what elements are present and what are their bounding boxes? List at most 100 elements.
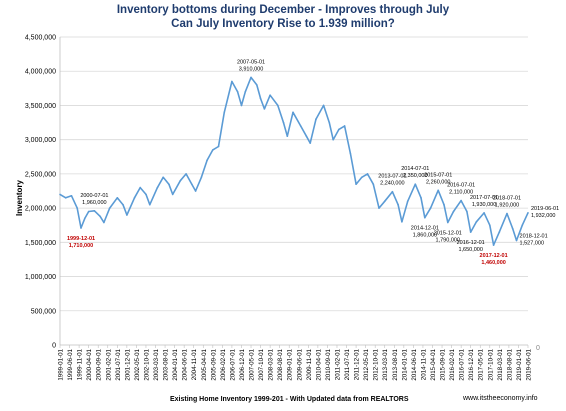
y-tick-label: 3,000,000 [25, 137, 56, 144]
annotation-date: 2016-07-01 [447, 183, 475, 189]
annotation-date: 2014-12-01 [411, 226, 439, 232]
x-tick-label: 2006-07-01 [229, 348, 236, 380]
data-point [498, 231, 501, 233]
data-point [349, 152, 352, 155]
x-tick-label: 2001-02-01 [105, 348, 112, 380]
data-point [87, 210, 90, 213]
data-point [343, 125, 346, 127]
annotation-date: 2017-12-01 [480, 253, 508, 259]
data-point [429, 207, 432, 209]
data-point [437, 189, 440, 192]
x-tick-label: 2008-03-01 [268, 348, 275, 380]
x-tick-label: 2019-06-01 [526, 348, 533, 380]
x-tick-label: 2018-03-01 [497, 348, 504, 380]
annotation-value: 2,260,000 [426, 179, 450, 185]
x-tick-label: 2014-06-01 [411, 348, 418, 380]
axes [59, 37, 528, 346]
annotation-value: 2,350,000 [403, 173, 427, 179]
y-tick-label: 1,500,000 [25, 240, 56, 247]
data-point [355, 183, 357, 185]
data-point [126, 214, 128, 216]
annotation-value: 1,527,000 [520, 240, 544, 246]
data-point [475, 221, 478, 223]
data-point [76, 207, 78, 209]
annotation-value: 2,110,000 [449, 190, 473, 196]
x-tick-label: 2008-08-01 [277, 348, 284, 380]
x-tick-label: 1999-01-01 [58, 348, 65, 380]
data-point [116, 197, 119, 199]
data-point [414, 183, 417, 185]
x-tick-label: 2004-06-01 [182, 348, 189, 380]
data-point [250, 76, 252, 79]
data-point [483, 212, 485, 214]
data-point [145, 193, 147, 196]
annotation-value: 1,710,000 [69, 243, 93, 249]
data-point [332, 138, 334, 141]
annotation-date: 2017-07-01 [470, 195, 498, 201]
x-tick-label: 2007-10-01 [258, 348, 265, 380]
data-point [305, 135, 308, 138]
annotation-date: 2018-12-01 [520, 233, 548, 239]
data-point [179, 179, 182, 182]
y-tick-label: 2,000,000 [25, 206, 56, 213]
data-point [259, 97, 262, 100]
data-point [244, 90, 247, 93]
data-point [372, 183, 375, 185]
data-point [446, 221, 449, 224]
annotation-value: 1,650,000 [458, 247, 482, 253]
data-point [122, 203, 124, 206]
x-tick-label: 2010-04-01 [315, 348, 322, 380]
data-point [191, 183, 193, 185]
data-point [527, 211, 529, 214]
data-point [59, 193, 61, 196]
y-tick-label: 4,000,000 [25, 69, 56, 76]
x-tick-label: 2017-10-01 [487, 348, 494, 380]
series-layer [59, 76, 529, 246]
data-point [292, 111, 294, 114]
data-point [185, 173, 187, 175]
annotation-value: 1,930,000 [472, 202, 496, 208]
annotations: 1999-12-011,710,000 2000-07-011,960,000 20… [67, 59, 559, 266]
data-point [315, 118, 317, 120]
data-point [93, 210, 96, 212]
data-point [420, 197, 422, 199]
data-point [466, 210, 468, 213]
annotation-value: 1,960,000 [82, 200, 106, 206]
annotation-value: 1,790,000 [436, 237, 460, 243]
data-point [103, 221, 105, 224]
x-tick-label: 2001-07-01 [115, 348, 122, 380]
data-point [391, 190, 394, 193]
x-tick-label: 2009-06-01 [296, 348, 303, 380]
x-tick-label: 2016-02-01 [449, 348, 456, 380]
data-point [80, 227, 82, 229]
annotation-date: 2015-12-01 [434, 230, 462, 236]
x-tick-label: 2003-08-01 [163, 348, 170, 380]
x-tick-label: 2017-05-01 [478, 348, 485, 380]
data-point [424, 216, 426, 219]
data-point [168, 183, 170, 185]
x-tick-label: 2011-02-01 [334, 348, 341, 380]
data-point [443, 203, 445, 206]
data-point [492, 244, 495, 246]
data-point [286, 135, 289, 138]
x-tick-label: 2014-01-01 [401, 348, 408, 380]
inventory-line [59, 76, 529, 246]
x-tick-label: 2013-03-01 [382, 348, 389, 380]
annotation-date: 2016-12-01 [457, 240, 485, 246]
data-point [200, 176, 203, 179]
x-tick-label: 2006-12-01 [239, 348, 246, 380]
annotation-date: 2014-07-01 [401, 166, 429, 172]
data-point [171, 193, 174, 196]
x-tick-label: 2006-02-01 [220, 348, 227, 380]
data-point [506, 212, 508, 215]
y-tick-label: 3,500,000 [25, 103, 56, 110]
x-tick-label: 2004-11-01 [191, 348, 198, 380]
data-point [322, 104, 325, 107]
x-tick-label: 2007-05-01 [249, 348, 256, 380]
data-point [236, 90, 239, 93]
x-tick-label: 2001-12-01 [124, 348, 131, 380]
x-tick-label: 2009-01-01 [287, 348, 294, 380]
data-point [366, 173, 369, 175]
data-point [469, 231, 472, 233]
